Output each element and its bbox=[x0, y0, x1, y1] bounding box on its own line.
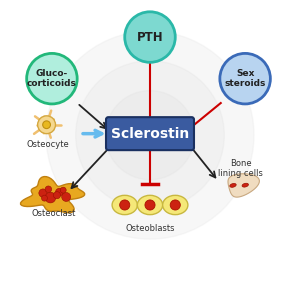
Circle shape bbox=[60, 187, 66, 193]
Polygon shape bbox=[228, 174, 260, 197]
Circle shape bbox=[220, 53, 270, 104]
Text: Osteoclast: Osteoclast bbox=[31, 209, 76, 218]
Ellipse shape bbox=[163, 195, 188, 214]
Text: Bone
lining cells: Bone lining cells bbox=[218, 159, 263, 178]
Circle shape bbox=[170, 200, 180, 210]
Circle shape bbox=[43, 121, 50, 129]
Circle shape bbox=[125, 12, 175, 62]
Text: Osteoblasts: Osteoblasts bbox=[125, 224, 175, 233]
Text: Osteocyte: Osteocyte bbox=[26, 140, 69, 148]
Circle shape bbox=[38, 116, 56, 134]
Circle shape bbox=[39, 189, 47, 197]
Text: Sclerostin: Sclerostin bbox=[111, 127, 189, 141]
Circle shape bbox=[62, 193, 70, 201]
Circle shape bbox=[76, 61, 224, 209]
Circle shape bbox=[105, 91, 195, 180]
Text: PTH: PTH bbox=[137, 31, 163, 44]
Circle shape bbox=[27, 53, 77, 104]
Text: Gluco-
corticoids: Gluco- corticoids bbox=[27, 69, 77, 88]
Polygon shape bbox=[21, 177, 85, 213]
Circle shape bbox=[46, 31, 254, 239]
Circle shape bbox=[53, 192, 61, 199]
Ellipse shape bbox=[242, 183, 248, 187]
FancyBboxPatch shape bbox=[106, 117, 194, 150]
Circle shape bbox=[45, 192, 56, 203]
Circle shape bbox=[56, 188, 63, 196]
Circle shape bbox=[45, 186, 52, 193]
Text: Sex
steroids: Sex steroids bbox=[224, 69, 266, 88]
Circle shape bbox=[145, 200, 155, 210]
Circle shape bbox=[120, 200, 130, 210]
Circle shape bbox=[41, 195, 47, 201]
Ellipse shape bbox=[137, 195, 163, 214]
Ellipse shape bbox=[230, 184, 236, 187]
Ellipse shape bbox=[112, 195, 137, 214]
